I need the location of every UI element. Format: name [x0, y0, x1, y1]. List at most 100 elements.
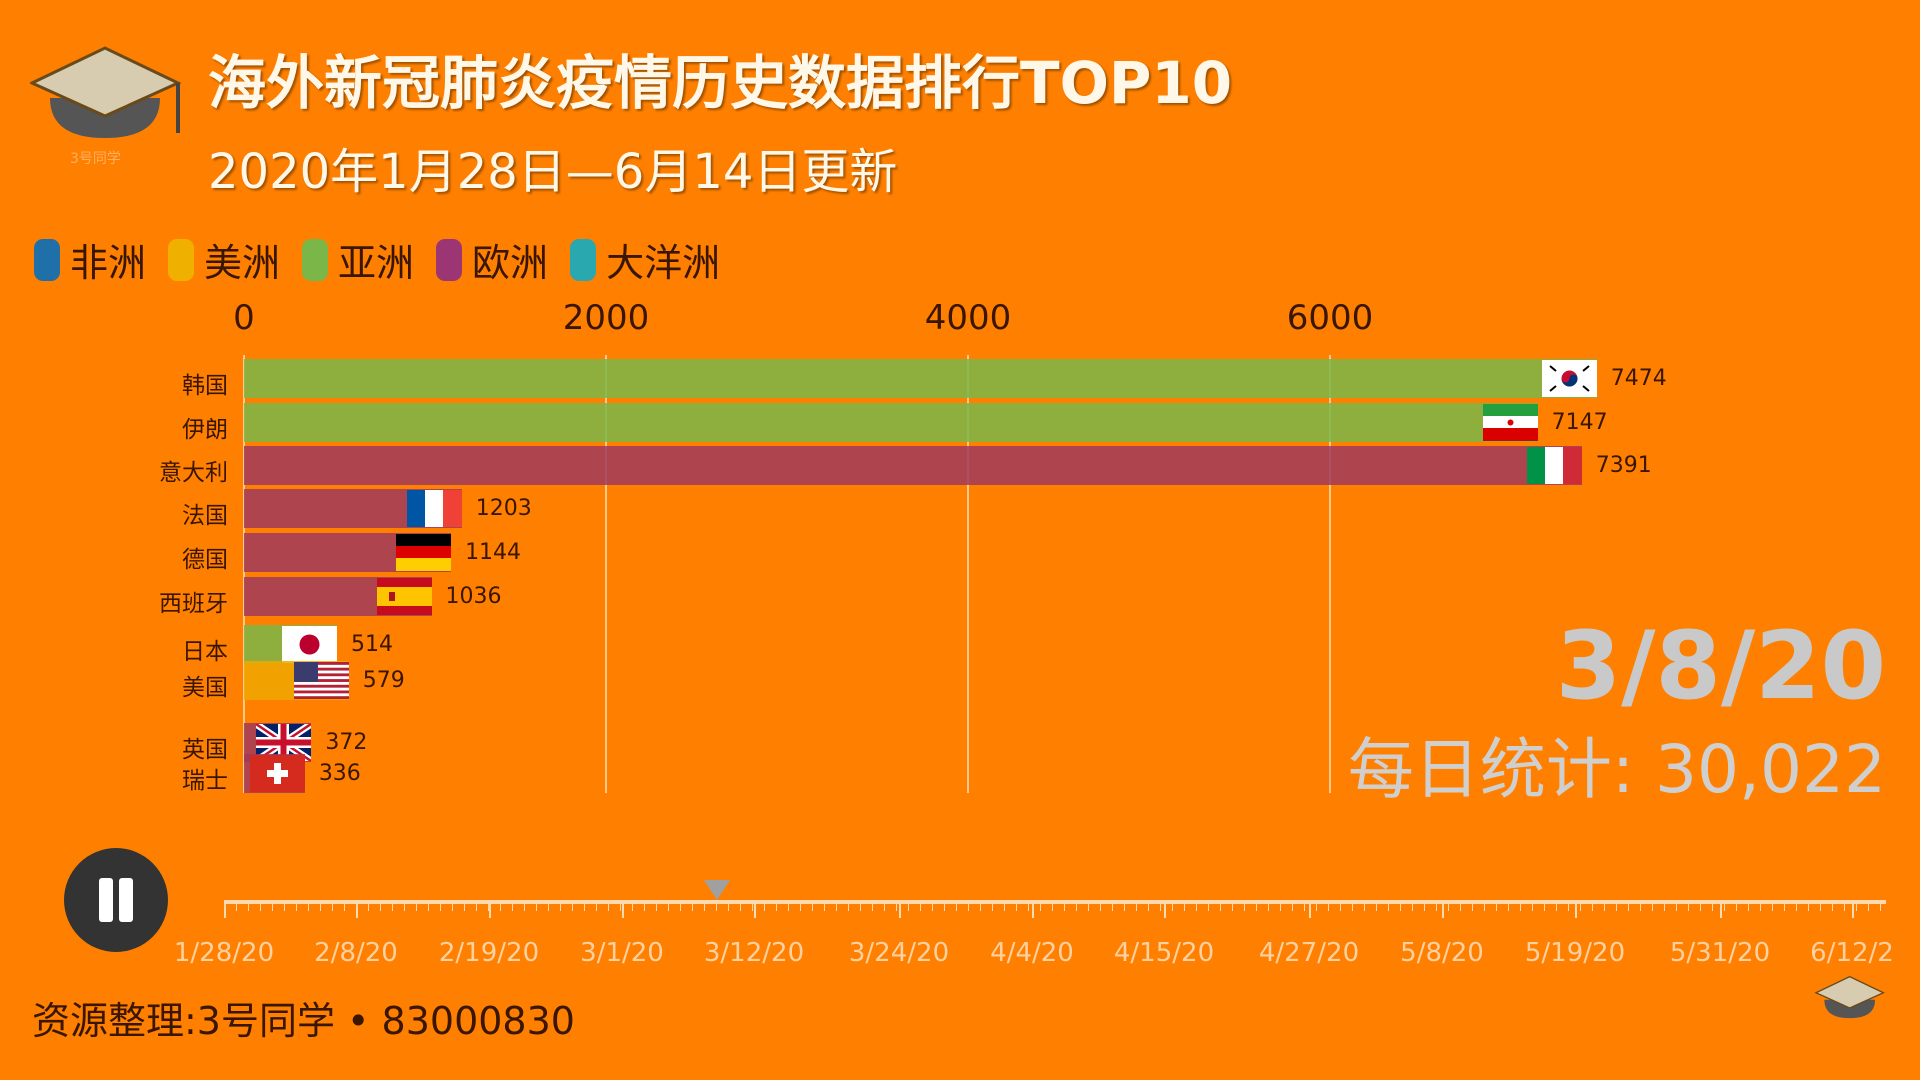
timeline-minor-tick — [1880, 903, 1881, 911]
timeline-minor-tick — [1796, 903, 1797, 911]
timeline-minor-tick — [1748, 903, 1749, 911]
timeline-minor-tick — [584, 903, 585, 911]
timeline-minor-tick — [416, 903, 417, 911]
country-label: 伊朗 — [182, 417, 228, 443]
timeline-minor-tick — [440, 903, 441, 911]
timeline-label: 2/19/20 — [438, 938, 540, 968]
timeline-minor-tick — [1868, 903, 1869, 911]
pause-icon — [99, 878, 113, 922]
timeline-minor-tick — [1376, 903, 1377, 911]
timeline-label: 4/27/20 — [1258, 938, 1360, 968]
timeline-minor-tick — [1340, 903, 1341, 911]
value-label: 7391 — [1595, 453, 1652, 478]
timeline-minor-tick — [1124, 903, 1125, 911]
legend-item-europe[interactable]: 欧洲 — [436, 232, 548, 287]
legend-item-asia[interactable]: 亚洲 — [302, 232, 414, 287]
timeline-minor-tick — [1652, 903, 1653, 911]
timeline-minor-tick — [1160, 903, 1161, 911]
flag-switzerland-icon — [249, 755, 305, 792]
timeline-minor-tick — [308, 903, 309, 911]
legend-swatch — [570, 238, 597, 281]
timeline-minor-tick — [1292, 903, 1293, 911]
graduation-cap-icon — [1814, 975, 1886, 1019]
timeline-handle[interactable] — [704, 880, 730, 900]
timeline-minor-tick — [656, 903, 657, 911]
timeline-minor-tick — [956, 903, 957, 911]
legend: 非洲 美洲 亚洲 欧洲 大洋洲 — [34, 232, 720, 287]
timeline-major-tick — [356, 900, 358, 918]
timeline-minor-tick — [728, 903, 729, 911]
timeline-minor-tick — [296, 903, 297, 911]
timeline-minor-tick — [1100, 903, 1101, 911]
timeline-minor-tick — [1148, 903, 1149, 911]
timeline-minor-tick — [1772, 903, 1773, 911]
legend-label: 大洋洲 — [606, 241, 721, 285]
flag-france-icon — [406, 490, 462, 527]
timeline-minor-tick — [680, 903, 681, 911]
timeline-minor-tick — [524, 903, 525, 911]
timeline-minor-tick — [356, 903, 357, 911]
timeline-minor-tick — [824, 903, 825, 911]
timeline-minor-tick — [1436, 903, 1437, 911]
timeline-minor-tick — [812, 903, 813, 911]
timeline-major-tick — [1164, 900, 1166, 918]
timeline-minor-tick — [1244, 903, 1245, 911]
timeline-minor-tick — [1496, 903, 1497, 911]
legend-item-america[interactable]: 美洲 — [168, 232, 280, 287]
timeline-major-tick — [224, 900, 226, 918]
timeline-minor-tick — [1184, 903, 1185, 911]
timeline-label: 3/1/20 — [580, 938, 664, 968]
timeline-major-tick — [1720, 900, 1722, 918]
timeline-minor-tick — [1604, 903, 1605, 911]
timeline-label: 4/4/20 — [990, 938, 1074, 968]
timeline-minor-tick — [1736, 903, 1737, 911]
timeline-minor-tick — [368, 903, 369, 911]
timeline-minor-tick — [1076, 903, 1077, 911]
timeline-label: 4/15/20 — [1113, 938, 1215, 968]
timeline-minor-tick — [1700, 903, 1701, 911]
timeline-minor-tick — [1844, 903, 1845, 911]
timeline-major-tick — [1309, 900, 1311, 918]
timeline-label: 5/19/20 — [1524, 938, 1626, 968]
page-subtitle: 2020年1月28日—6月14日更新 — [208, 144, 898, 200]
timeline-slider[interactable] — [224, 900, 1886, 904]
timeline-minor-tick — [1520, 903, 1521, 911]
timeline-minor-tick — [608, 903, 609, 911]
flag-germany-icon — [396, 534, 452, 571]
country-label: 瑞士 — [182, 768, 228, 794]
timeline-minor-tick — [1364, 903, 1365, 911]
timeline-major-tick — [489, 900, 491, 918]
timeline-minor-tick — [1784, 903, 1785, 911]
country-label: 德国 — [182, 547, 228, 573]
timeline-major-tick — [1032, 900, 1034, 918]
country-label: 美国 — [182, 675, 228, 701]
timeline-minor-tick — [548, 903, 549, 911]
timeline-minor-tick — [632, 903, 633, 911]
timeline-minor-tick — [1220, 903, 1221, 911]
legend-item-oceania[interactable]: 大洋洲 — [570, 232, 720, 287]
value-label: 1036 — [445, 584, 502, 609]
page-title: 海外新冠肺炎疫情历史数据排行TOP10 — [208, 49, 1233, 117]
timeline-minor-tick — [1304, 903, 1305, 911]
timeline-minor-tick — [1172, 903, 1173, 911]
timeline-minor-tick — [692, 903, 693, 911]
timeline-minor-tick — [512, 903, 513, 911]
timeline-minor-tick — [1856, 903, 1857, 911]
timeline-minor-tick — [476, 903, 477, 911]
timeline-minor-tick — [224, 903, 225, 911]
timeline-minor-tick — [1004, 903, 1005, 911]
timeline-minor-tick — [836, 903, 837, 911]
timeline-minor-tick — [1328, 903, 1329, 911]
legend-item-africa[interactable]: 非洲 — [34, 232, 146, 287]
timeline-major-tick — [1575, 900, 1577, 918]
timeline-minor-tick — [1484, 903, 1485, 911]
legend-swatch — [34, 238, 60, 281]
timeline-minor-tick — [872, 903, 873, 911]
gridline — [967, 355, 969, 793]
pause-button[interactable] — [64, 848, 168, 952]
value-label: 7147 — [1551, 410, 1608, 435]
country-label: 英国 — [182, 737, 228, 763]
daily-total: 每日统计: 30,022 — [1347, 731, 1886, 808]
timeline-minor-tick — [1688, 903, 1689, 911]
timeline-minor-tick — [1316, 903, 1317, 911]
